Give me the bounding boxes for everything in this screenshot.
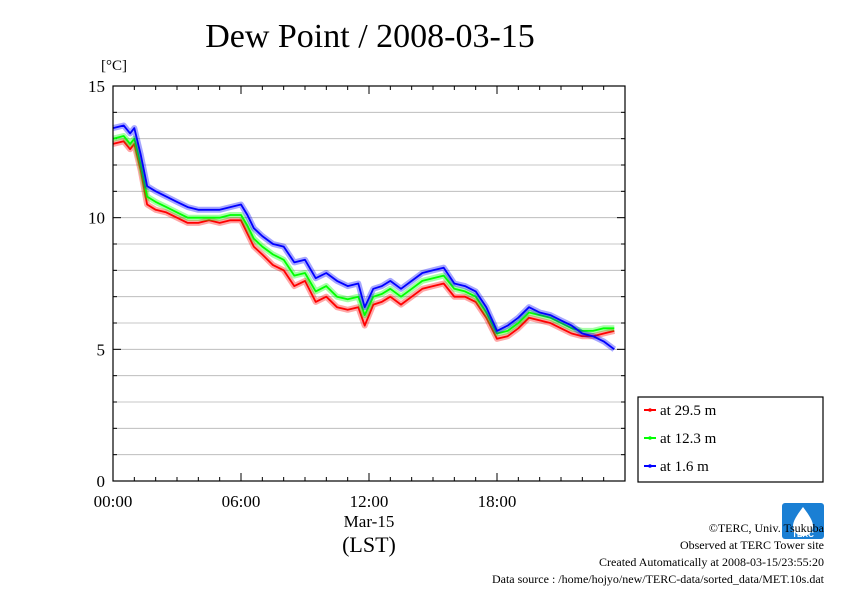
x-tick-label: 18:00 xyxy=(478,492,517,511)
x-axis-date-label: Mar-15 xyxy=(344,512,395,531)
site-text: Observed at TERC Tower site xyxy=(679,538,824,552)
chart-title: Dew Point / 2008-03-15 xyxy=(205,18,535,55)
y-axis-unit-label: [°C] xyxy=(101,58,127,74)
series-line xyxy=(112,124,615,351)
logo-text: TERC xyxy=(792,530,814,539)
series-line xyxy=(112,135,615,335)
legend-box xyxy=(637,396,824,483)
legend-label: at 1.6 m xyxy=(660,459,709,475)
x-tick-label: 06:00 xyxy=(222,492,261,511)
x-tick-labels: 00:00 06:00 12:00 18:00 xyxy=(94,492,517,511)
y-tick-label: 0 xyxy=(97,472,106,491)
copyright-text: ©TERC, Univ. Tsukuba xyxy=(708,521,824,535)
source-text: Data source : /home/hojyo/new/TERC-data/… xyxy=(491,572,824,586)
created-text: Created Automatically at 2008-03-15/23:5… xyxy=(599,555,824,569)
terc-logo: TERC xyxy=(782,503,824,539)
legend-marker xyxy=(648,464,652,468)
axis-ticks xyxy=(112,85,626,482)
y-tick-labels: 0 5 10 15 xyxy=(88,77,105,491)
series-layer xyxy=(112,122,617,352)
series-line xyxy=(112,140,615,340)
legend-marker xyxy=(648,436,652,440)
legend-marker xyxy=(648,408,652,412)
x-tick-label: 12:00 xyxy=(350,492,389,511)
y-tick-label: 10 xyxy=(88,209,105,228)
y-tick-label: 5 xyxy=(97,340,106,359)
grid-lines xyxy=(113,111,625,456)
y-tick-label: 15 xyxy=(88,77,105,96)
legend-label: at 12.3 m xyxy=(660,431,717,447)
x-axis-label: (LST) xyxy=(342,532,396,557)
legend: at 29.5 m at 12.3 m at 1.6 m xyxy=(637,396,824,483)
water-drop-icon xyxy=(793,507,813,536)
legend-label: at 29.5 m xyxy=(660,403,717,419)
plot-frame xyxy=(112,85,626,482)
x-tick-label: 00:00 xyxy=(94,492,133,511)
